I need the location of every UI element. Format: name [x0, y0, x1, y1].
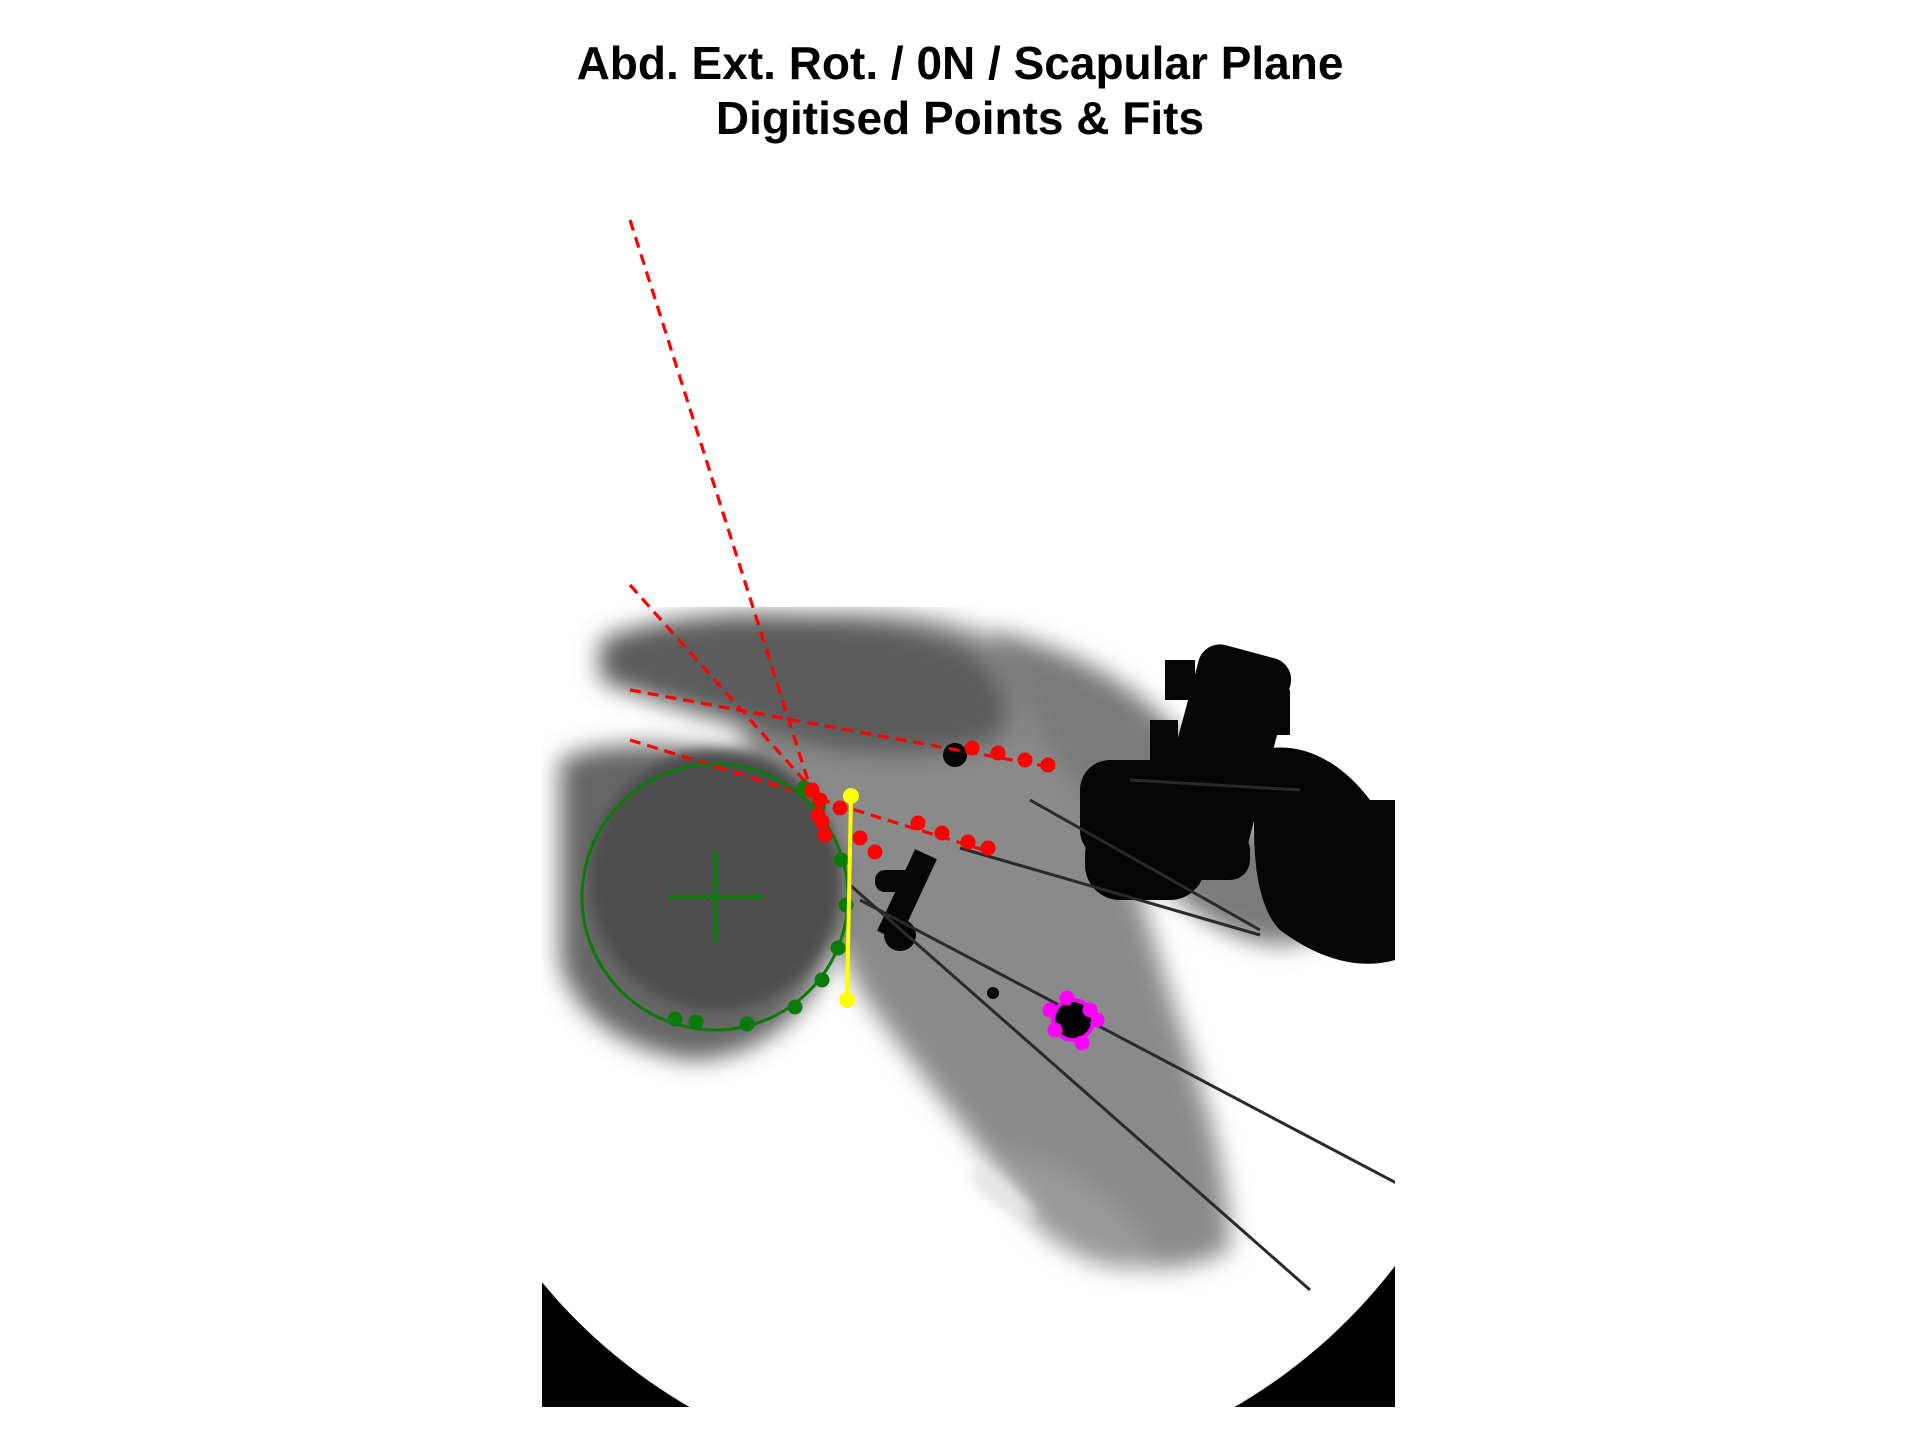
red-point	[832, 800, 848, 816]
red-dashed-line-2	[628, 583, 812, 789]
figure-title: Abd. Ext. Rot. / 0N / Scapular Plane Dig…	[0, 36, 1920, 146]
magenta-point	[1089, 1012, 1105, 1028]
red-point	[817, 827, 833, 843]
red-point	[980, 840, 996, 856]
red-point	[964, 740, 980, 756]
yellow-line	[839, 788, 859, 1008]
red-dashed-line-3	[629, 688, 1056, 770]
green-point	[830, 940, 846, 956]
glenoid-axis-line	[845, 795, 853, 1001]
red-point	[812, 792, 828, 808]
green-point	[667, 1011, 683, 1027]
radiograph-image	[542, 607, 1395, 1407]
green-point	[688, 1014, 704, 1030]
red-point	[934, 825, 950, 841]
red-point	[814, 814, 830, 830]
red-dashed-line-1	[628, 219, 812, 788]
yellow-point-top	[843, 788, 859, 804]
magenta-point	[1074, 1035, 1090, 1051]
wires	[849, 778, 1395, 1292]
red-dashed-lines	[628, 219, 1056, 854]
red-point	[910, 815, 926, 831]
green-point	[787, 999, 803, 1015]
green-point	[838, 897, 854, 913]
red-point	[990, 745, 1006, 761]
red-point	[804, 782, 820, 798]
title-line-1: Abd. Ext. Rot. / 0N / Scapular Plane	[576, 37, 1344, 89]
magenta-point	[1042, 1002, 1058, 1018]
red-point	[960, 834, 976, 850]
bone-highlight	[970, 1165, 1035, 1216]
magenta-point	[1047, 1022, 1063, 1038]
green-point	[833, 852, 849, 868]
magenta-marker	[1042, 990, 1105, 1051]
red-point	[1017, 752, 1033, 768]
red-point	[867, 844, 883, 860]
red-point	[1040, 757, 1056, 773]
green-point	[814, 972, 830, 988]
red-points	[804, 740, 1056, 860]
green-point	[739, 1016, 755, 1032]
magenta-point	[1059, 990, 1075, 1006]
title-line-2: Digitised Points & Fits	[715, 92, 1205, 144]
yellow-point-bottom	[839, 992, 855, 1008]
red-point	[852, 830, 868, 846]
